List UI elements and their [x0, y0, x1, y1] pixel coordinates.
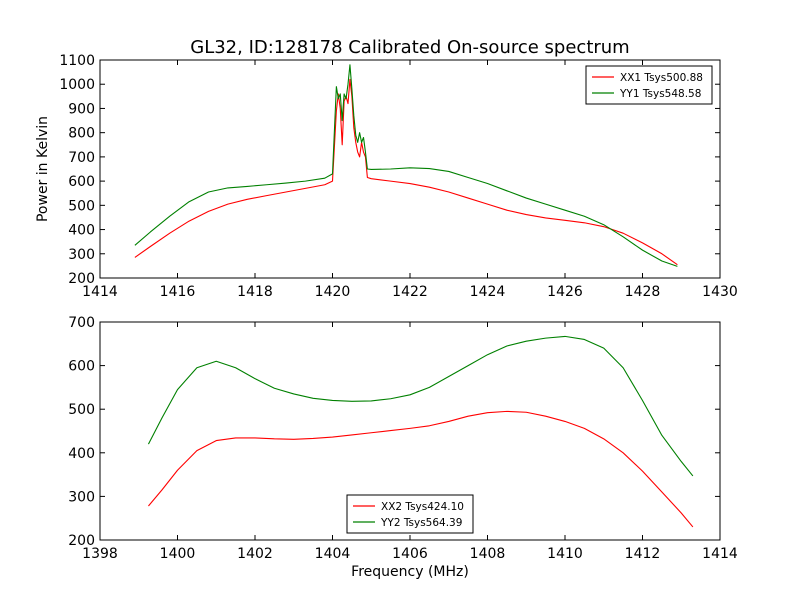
chart0-xtick-label: 1420	[315, 284, 351, 300]
chart1-ytick-label: 200	[68, 533, 95, 549]
chart0-xtick-label: 1426	[547, 284, 583, 300]
chart0-ytick-label: 300	[68, 247, 95, 263]
chart0-xtick-label: 1424	[470, 284, 506, 300]
chart0-ytick-label: 1100	[59, 53, 95, 69]
chart1-ytick-label: 600	[68, 359, 95, 375]
chart0-ytick-label: 200	[68, 271, 95, 287]
chart0-ytick-label: 500	[68, 198, 95, 214]
chart0-xtick-label: 1418	[237, 284, 273, 300]
chart1-xtick-label: 1400	[160, 546, 196, 562]
chart1-series-0-line	[148, 410, 694, 528]
chart1-xtick-label: 1410	[547, 546, 583, 562]
chart0-ytick-label: 400	[68, 223, 95, 239]
chart1-legend-label-1: YY2 Tsys564.39	[380, 517, 462, 529]
chart0-legend: XX1 Tsys500.88 YY1 Tsys548.58	[585, 65, 713, 105]
figure-title: GL32, ID:128178 Calibrated On-source spe…	[190, 37, 629, 58]
chart1-xtick-label: 1412	[625, 546, 661, 562]
chart0-ytick-label: 800	[68, 126, 95, 142]
chart1-xtick-label: 1406	[392, 546, 428, 562]
chart0-ytick-label: 700	[68, 150, 95, 166]
chart1-xtick-label: 1408	[470, 546, 506, 562]
chart1-series-1-line	[147, 335, 694, 477]
chart1-xtick-label: 1404	[315, 546, 351, 562]
bottom-chart-panel: 1398 1400 1402 1404 1406 1408 1410 1412 1414 200 3…	[68, 315, 738, 580]
chart0-ytick-label: 1000	[59, 77, 95, 93]
chart0-series-1-line	[134, 64, 678, 267]
chart1-legend-box	[346, 494, 474, 534]
chart1-xtick-label: 1414	[702, 546, 738, 562]
chart1-ytick-label: 700	[68, 315, 95, 331]
chart0-y-axis-label: Power in Kelvin	[35, 116, 51, 222]
chart0-xtick-label: 1422	[392, 284, 428, 300]
chart0-ytick-label: 600	[68, 174, 95, 190]
chart1-xtick-label: 1402	[237, 546, 273, 562]
chart1-legend: XX2 Tsys424.10 YY2 Tsys564.39	[346, 494, 474, 534]
chart0-legend-label-0: XX1 Tsys500.88	[620, 72, 703, 84]
chart0-series-0-line	[134, 78, 678, 266]
chart0-legend-box	[585, 65, 713, 105]
chart1-ytick-label: 500	[68, 402, 95, 418]
chart0-xtick-label: 1430	[702, 284, 738, 300]
chart0-xtick-label: 1414	[82, 284, 118, 300]
chart0-ytick-label: 900	[68, 101, 95, 117]
chart1-ytick-label: 400	[68, 446, 95, 462]
chart1-x-axis-label: Frequency (MHz)	[351, 564, 469, 580]
top-chart-panel: 1414 1416 1418 1420 1422 1424 1426 1428 1430 200 3…	[35, 53, 738, 300]
chart0-legend-label-1: YY1 Tsys548.58	[619, 88, 701, 100]
chart1-legend-label-0: XX2 Tsys424.10	[381, 501, 464, 513]
chart1-ytick-label: 300	[68, 489, 95, 505]
chart0-xtick-label: 1428	[625, 284, 661, 300]
chart0-xtick-label: 1416	[160, 284, 196, 300]
chart1-xtick-label: 1398	[82, 546, 118, 562]
